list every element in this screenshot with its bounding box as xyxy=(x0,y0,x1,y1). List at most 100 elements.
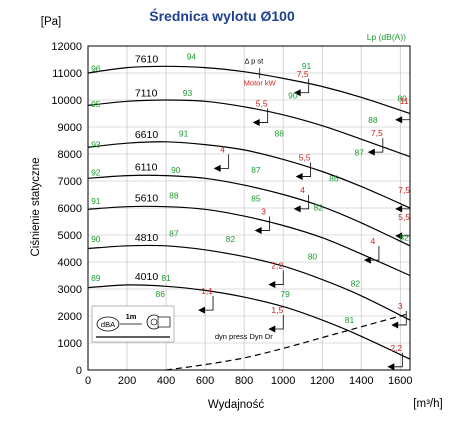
x-tick-label: 0 xyxy=(85,375,91,387)
series-label-7610: 7610 xyxy=(135,54,159,66)
power-marker-bracket xyxy=(275,270,284,285)
noise-label: 87 xyxy=(251,165,261,175)
curve-6610 xyxy=(87,141,411,209)
power-marker xyxy=(295,162,312,180)
y-tick-label: 2000 xyxy=(58,311,82,323)
power-marker-bracket xyxy=(402,221,411,237)
motor-kw-label: Motor kW xyxy=(244,79,277,88)
series-label-5610: 5610 xyxy=(135,193,159,205)
y-tick-label: 12000 xyxy=(51,41,82,53)
noise-label: 90 xyxy=(288,91,298,101)
power-marker xyxy=(363,246,380,264)
noise-label: 82 xyxy=(314,203,324,213)
power-marker-bracket xyxy=(220,154,230,169)
power-marker xyxy=(367,138,384,156)
power-marker xyxy=(268,315,284,333)
power-marker xyxy=(254,216,271,234)
y-tick-label: 9000 xyxy=(58,122,82,134)
microphone-icon xyxy=(96,316,120,332)
curve-6110 xyxy=(87,174,411,247)
y-tick-label: 8000 xyxy=(58,149,82,161)
fan-curves xyxy=(87,65,411,371)
dynamic-pressure-label: dyn press Dyn Dr xyxy=(215,332,273,341)
power-label: 4 xyxy=(220,144,225,154)
noise-label: 81 xyxy=(161,273,171,283)
noise-label: 82 xyxy=(226,234,236,244)
power-marker-arrow xyxy=(268,325,276,333)
power-marker-bracket xyxy=(398,310,407,326)
y-axis-label: Ciśnienie statyczne xyxy=(30,157,42,256)
power-label: 4 xyxy=(371,236,376,246)
power-marker xyxy=(395,105,411,124)
power-label: 5,5 xyxy=(398,212,410,222)
power-label: 5,5 xyxy=(299,152,311,162)
noise-label: 86 xyxy=(329,174,339,184)
power-marker-arrow xyxy=(252,118,260,126)
measurement-inset: dBA 1m xyxy=(91,305,175,343)
power-marker-arrow xyxy=(387,363,395,371)
power-marker-arrow xyxy=(254,226,262,234)
noise-label: 92 xyxy=(91,168,101,178)
power-marker-arrow xyxy=(293,205,301,213)
noise-label: 86 xyxy=(155,289,165,299)
noise-label: 85 xyxy=(251,193,261,203)
power-marker xyxy=(213,154,230,172)
power-marker-bracket xyxy=(374,138,384,153)
x-tick-label: 200 xyxy=(118,375,136,387)
power-label: 11 xyxy=(400,96,409,106)
power-marker xyxy=(293,78,310,97)
power-label: 2,2 xyxy=(390,343,402,353)
annotations: Δ p st Motor kW dBA 1m xyxy=(91,57,277,343)
power-marker-arrow xyxy=(198,306,206,314)
pressure-label: Δ p st xyxy=(244,57,264,66)
y-tick-label: 1000 xyxy=(58,338,82,350)
y-tick-label: 10000 xyxy=(51,95,82,107)
power-marker xyxy=(198,296,214,314)
y-tick-label: 7000 xyxy=(58,176,82,188)
noise-label: 90 xyxy=(171,165,181,175)
axes: 0 200 400 600 800 1000 1200 1400 1600 0 1000 2000 30… xyxy=(30,16,443,411)
noise-label: 90 xyxy=(91,234,101,244)
noise-label: 91 xyxy=(91,196,101,206)
power-marker-bracket xyxy=(370,246,380,261)
power-label: 2,2 xyxy=(271,260,283,270)
noise-label: 82 xyxy=(399,232,409,242)
power-marker-bracket xyxy=(259,108,269,123)
power-marker-bracket xyxy=(275,315,284,330)
noise-label: 89 xyxy=(397,93,407,103)
power-label: 5,5 xyxy=(256,98,268,108)
x-tick-label: 1400 xyxy=(349,375,373,387)
power-marker-bracket xyxy=(300,194,310,210)
noise-label: 96 xyxy=(91,64,101,74)
series-label-7110: 7110 xyxy=(135,87,158,99)
curve-4010 xyxy=(87,284,411,360)
power-label: 4 xyxy=(300,185,305,195)
power-marker xyxy=(268,270,284,288)
noise-label: 94 xyxy=(187,52,197,62)
power-marker-bracket xyxy=(394,352,403,368)
power-marker-arrow xyxy=(293,89,301,97)
x-tick-label: 400 xyxy=(157,375,175,387)
power-label: 7,5 xyxy=(398,185,410,195)
curve-5610 xyxy=(87,205,411,277)
curve-7110 xyxy=(87,99,411,158)
noise-label: 91 xyxy=(302,61,312,71)
noise-label: 88 xyxy=(368,115,378,125)
power-marker xyxy=(387,352,403,371)
inset-dba-label: dBA xyxy=(101,320,115,329)
power-marker xyxy=(395,221,411,240)
power-marker xyxy=(395,194,411,213)
series-label-4810: 4810 xyxy=(135,232,159,244)
series-label-6610: 6610 xyxy=(135,129,159,141)
power-marker xyxy=(391,310,407,329)
y-tick-label: 3000 xyxy=(58,284,82,296)
power-marker-arrow xyxy=(395,205,403,213)
power-marker xyxy=(293,194,310,213)
power-label: 3 xyxy=(261,206,266,216)
noise-label: 79 xyxy=(280,289,290,299)
power-marker-bracket xyxy=(205,296,214,311)
noise-label: 95 xyxy=(91,99,101,109)
power-label: 1,5 xyxy=(271,305,283,315)
noise-label: 91 xyxy=(179,128,189,138)
